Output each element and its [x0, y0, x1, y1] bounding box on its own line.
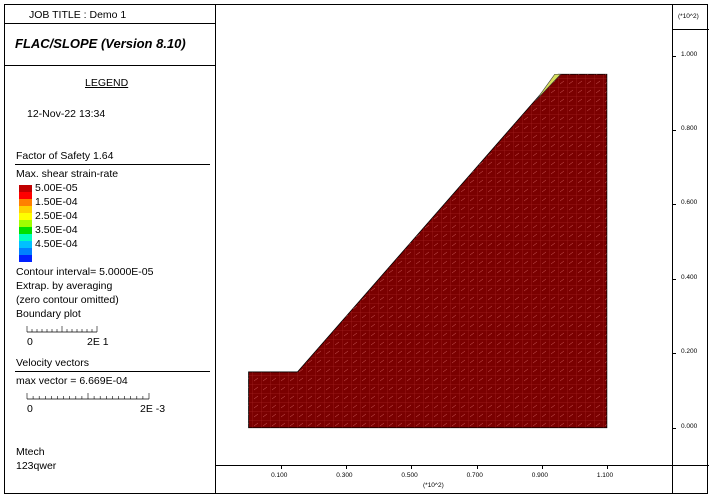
contour-swatch	[19, 199, 32, 206]
y-tick-mark	[672, 204, 676, 206]
x-tick-label: 0.700	[466, 472, 483, 479]
x-tick-mark	[346, 465, 348, 469]
y-tick-label: 0.400	[681, 273, 698, 281]
max-vector: max vector = 6.669E-04	[16, 375, 128, 387]
factor-of-safety: Factor of Safety 1.64	[16, 150, 114, 162]
y-tick-mark	[672, 427, 676, 429]
legend-panel-divider	[215, 5, 216, 493]
y-tick-mark	[672, 353, 676, 355]
vector-scale-left: 0	[27, 403, 33, 415]
y-tick-label: 0.800	[681, 125, 698, 133]
contour-swatch	[19, 227, 32, 234]
right-header-divider	[672, 29, 709, 30]
contour-swatch	[19, 220, 32, 227]
x-tick-mark	[606, 465, 608, 469]
x-tick-label: 1.100	[596, 472, 614, 479]
y-tick-mark	[672, 130, 676, 132]
footer-line-1: Mtech	[16, 446, 45, 458]
right-axis-divider	[672, 5, 673, 493]
boundary-scale-bar	[26, 326, 98, 333]
contour-level-1: 5.00E-05	[35, 182, 78, 194]
contour-level-3: 2.50E-04	[35, 210, 78, 222]
x-tick-mark	[476, 465, 478, 469]
boundary-scale-left: 0	[27, 336, 33, 348]
bottom-axis-divider	[215, 465, 709, 466]
zero-contour-note: (zero contour omitted)	[16, 294, 119, 306]
velocity-vector-mesh	[248, 74, 607, 428]
contour-swatch	[19, 192, 32, 199]
x-tick-mark	[281, 465, 283, 469]
boundary-scale-right: 2E 1	[87, 336, 109, 348]
contour-swatch	[19, 241, 32, 248]
legend-title: LEGEND	[85, 77, 129, 89]
y-tick-label: 0.600	[681, 199, 698, 207]
x-tick-label: 0.100	[271, 472, 288, 479]
contour-swatch	[19, 213, 32, 220]
velocity-title: Velocity vectors	[16, 357, 89, 369]
y-tick-label: 0.000	[681, 422, 698, 430]
contour-swatch	[19, 248, 32, 255]
footer-line-2: 123qwer	[16, 460, 57, 472]
vector-scale-bar	[26, 393, 150, 400]
header-divider	[5, 23, 215, 24]
contour-level-5: 4.50E-04	[35, 238, 78, 250]
slip-surface-marker	[535, 73, 562, 101]
vector-scale-right: 2E -3	[140, 403, 166, 415]
x-scale-label: (*10^2)	[423, 482, 444, 489]
x-tick-mark	[411, 465, 413, 469]
y-tick-mark	[672, 278, 676, 280]
x-tick-label: 0.900	[531, 472, 548, 479]
contour-swatch	[19, 255, 32, 262]
job-title: JOB TITLE : Demo 1	[29, 9, 127, 21]
x-tick-label: 0.500	[401, 472, 418, 479]
fos-underline	[15, 164, 210, 165]
program-title: FLAC/SLOPE (Version 8.10)	[15, 36, 186, 51]
y-tick-mark	[672, 55, 676, 57]
x-tick-label: 0.300	[336, 472, 353, 479]
contour-swatch	[19, 185, 32, 192]
contour-level-2: 1.50E-04	[35, 196, 78, 208]
title-divider	[5, 65, 215, 66]
extrap-note: Extrap. by averaging	[16, 280, 113, 292]
y-tick-label: 0.200	[681, 348, 698, 356]
plot-frame: JOB TITLE : Demo 1 FLAC/SLOPE (Version 8…	[4, 4, 709, 494]
contour-level-4: 3.50E-04	[35, 224, 78, 236]
boundary-plot-label: Boundary plot	[16, 308, 81, 320]
contour-interval: Contour interval= 5.0000E-05	[16, 266, 154, 278]
legend-date: 12-Nov-22 13:34	[27, 108, 106, 120]
slope-plot	[248, 73, 608, 429]
contour-swatch	[19, 234, 32, 241]
y-scale-label: (*10^2)	[678, 13, 699, 20]
x-tick-mark	[541, 465, 543, 469]
contour-swatch	[19, 206, 32, 213]
velocity-underline	[15, 371, 210, 372]
y-tick-label: 1.000	[681, 50, 698, 58]
contour-title: Max. shear strain-rate	[16, 168, 119, 180]
